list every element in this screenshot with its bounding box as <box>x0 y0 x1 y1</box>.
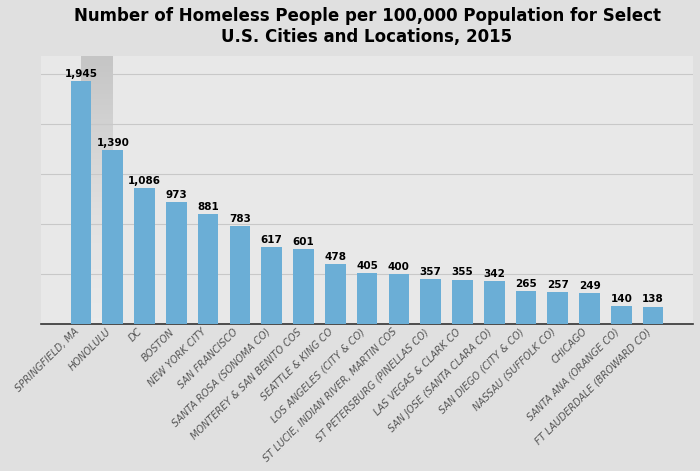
Title: Number of Homeless People per 100,000 Population for Select
U.S. Cities and Loca: Number of Homeless People per 100,000 Po… <box>74 7 661 46</box>
Bar <box>357 273 377 324</box>
Bar <box>325 264 346 324</box>
Text: 342: 342 <box>483 269 505 279</box>
Text: 257: 257 <box>547 279 568 290</box>
Text: 1,390: 1,390 <box>97 138 130 148</box>
Bar <box>102 150 123 324</box>
Bar <box>547 292 568 324</box>
Text: 881: 881 <box>197 202 219 211</box>
Text: 1,086: 1,086 <box>128 176 161 186</box>
Bar <box>134 188 155 324</box>
Bar <box>484 281 505 324</box>
Text: 478: 478 <box>324 252 346 262</box>
Text: 405: 405 <box>356 261 378 271</box>
Text: 783: 783 <box>229 214 251 224</box>
Text: 601: 601 <box>293 236 314 247</box>
Bar <box>261 247 282 324</box>
Bar <box>516 291 536 324</box>
Bar <box>198 214 218 324</box>
Text: 973: 973 <box>165 190 187 200</box>
Text: 140: 140 <box>610 294 632 304</box>
Bar <box>166 203 187 324</box>
Text: 265: 265 <box>515 278 537 289</box>
Text: 1,945: 1,945 <box>64 69 97 79</box>
Bar <box>643 307 664 324</box>
Bar <box>579 293 600 324</box>
Bar <box>71 81 91 324</box>
Text: 357: 357 <box>420 267 442 277</box>
Text: 249: 249 <box>579 281 601 291</box>
Bar <box>230 226 250 324</box>
Bar <box>420 279 441 324</box>
Text: 400: 400 <box>388 262 409 272</box>
Bar <box>389 274 410 324</box>
Bar <box>293 249 314 324</box>
Bar <box>611 306 631 324</box>
Text: 355: 355 <box>452 268 473 277</box>
Text: 617: 617 <box>261 235 283 244</box>
Bar <box>452 280 472 324</box>
Text: 138: 138 <box>642 294 664 304</box>
